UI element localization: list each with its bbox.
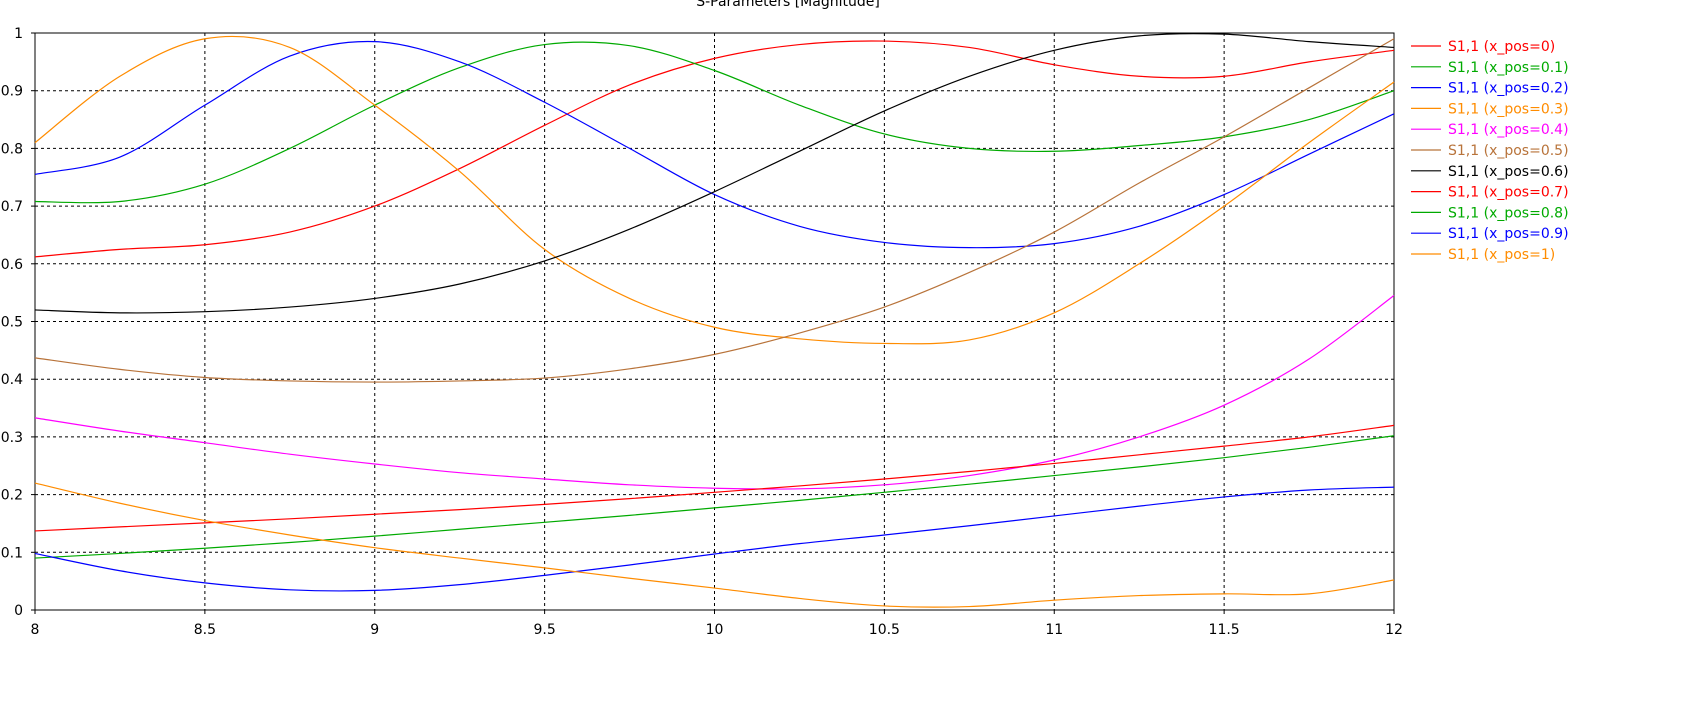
x-tick-label: 9.5 [533, 622, 555, 638]
x-tick-label: 9 [370, 622, 379, 638]
x-tick-label: 8 [31, 622, 40, 638]
legend-item: S1,1 (x_pos=0.2) [1411, 81, 1569, 97]
series-line-8 [34, 435, 1395, 559]
y-tick-label: 0.9 [1, 84, 23, 100]
series-line-7 [34, 424, 1395, 532]
chart-title: S-Parameters [Magnitude] [696, 0, 880, 10]
legend-label: S1,1 (x_pos=0.9) [1448, 226, 1569, 242]
y-tick-label: 0.1 [1, 545, 23, 561]
legend-label: S1,1 (x_pos=0.1) [1448, 60, 1569, 76]
y-tick-label: 0.8 [1, 141, 23, 157]
legend-label: S1,1 (x_pos=0.6) [1448, 164, 1569, 180]
series-line-10 [34, 482, 1395, 608]
series-line-0 [34, 40, 1395, 258]
legend-item: S1,1 (x_pos=0.6) [1411, 164, 1569, 180]
legend-label: S1,1 (x_pos=0.4) [1448, 122, 1569, 138]
x-tick-label: 11 [1045, 622, 1063, 638]
series-line-3 [34, 35, 1395, 345]
legend-label: S1,1 (x_pos=0) [1448, 39, 1555, 55]
x-tick-label: 10 [706, 622, 724, 638]
x-tick-label: 8.5 [194, 622, 216, 638]
y-tick-label: 0.3 [1, 430, 23, 446]
series-line-1 [34, 41, 1395, 204]
legend-item: S1,1 (x_pos=0) [1411, 39, 1555, 55]
legend-label: S1,1 (x_pos=0.8) [1448, 205, 1569, 221]
y-tick-label: 0.4 [1, 372, 23, 388]
y-tick-label: 1 [14, 26, 23, 42]
legend-item: S1,1 (x_pos=0.7) [1411, 185, 1569, 201]
legend-label: S1,1 (x_pos=0.7) [1448, 185, 1569, 201]
legend: S1,1 (x_pos=0) S1,1 (x_pos=0.1) S1,1 (x_po… [1411, 39, 1569, 263]
series-line-2 [34, 40, 1395, 249]
legend-item: S1,1 (x_pos=0.1) [1411, 60, 1569, 76]
axes: 8 8.5 9 9.5 10 10.5 11 11.5 12 0 0.1 0.2 0.3 0.4 0.5 0.… [1, 26, 1403, 638]
legend-item: S1,1 (x_pos=1) [1411, 247, 1555, 263]
x-tick-label: 10.5 [869, 622, 900, 638]
series-line-4 [34, 295, 1395, 490]
legend-item: S1,1 (x_pos=0.3) [1411, 101, 1569, 117]
legend-item: S1,1 (x_pos=0.9) [1411, 226, 1569, 242]
y-tick-label: 0.2 [1, 488, 23, 504]
series-line-6 [34, 32, 1395, 314]
legend-label: S1,1 (x_pos=0.2) [1448, 81, 1569, 97]
legend-item: S1,1 (x_pos=0.4) [1411, 122, 1569, 138]
series-lines [34, 32, 1395, 608]
series-line-5 [34, 38, 1395, 383]
y-tick-label: 0.7 [1, 199, 23, 215]
legend-item: S1,1 (x_pos=0.5) [1411, 143, 1569, 159]
series-line-9 [34, 486, 1395, 592]
legend-label: S1,1 (x_pos=0.3) [1448, 101, 1569, 117]
y-tick-label: 0.6 [1, 257, 23, 273]
y-tick-label: 0 [14, 603, 23, 619]
x-tick-label: 11.5 [1209, 622, 1240, 638]
grid [35, 33, 1394, 610]
x-tick-label: 12 [1385, 622, 1403, 638]
plot-frame [34, 32, 1395, 611]
legend-label: S1,1 (x_pos=1) [1448, 247, 1555, 263]
legend-label: S1,1 (x_pos=0.5) [1448, 143, 1569, 159]
legend-item: S1,1 (x_pos=0.8) [1411, 205, 1569, 221]
y-tick-label: 0.5 [1, 315, 23, 331]
